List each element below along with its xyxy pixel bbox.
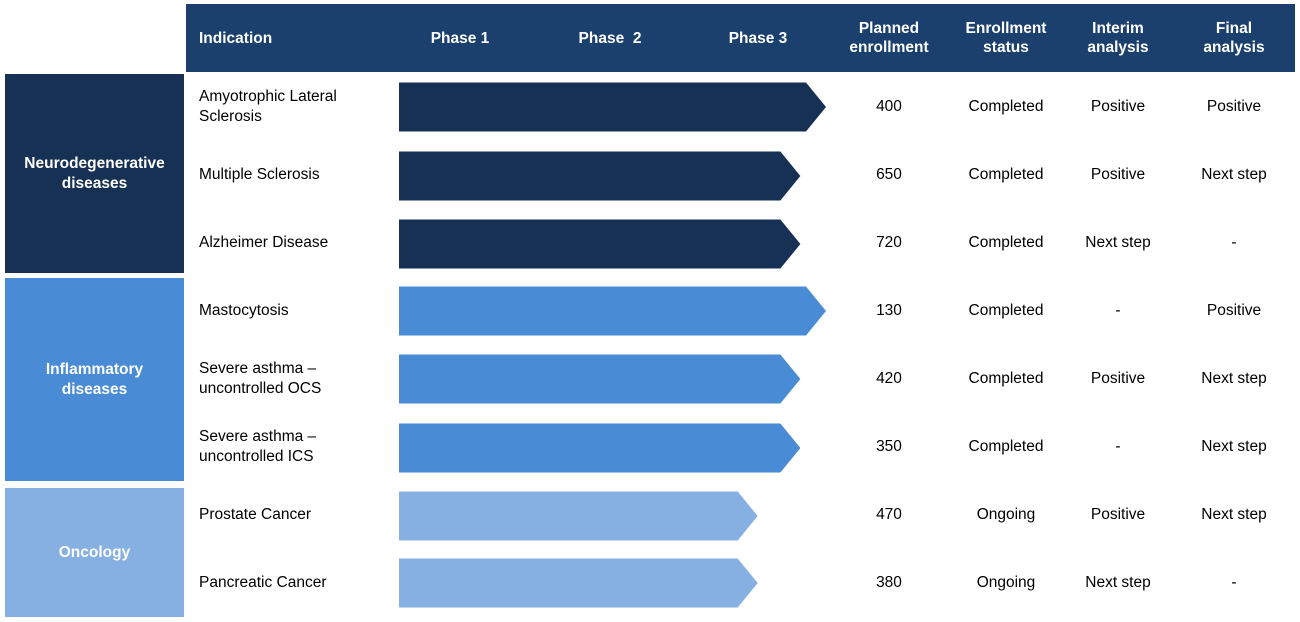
indication-label: Severe asthma – uncontrolled OCS: [199, 360, 322, 397]
interim-analysis-cell: Positive: [1090, 506, 1146, 523]
indication-label: Prostate Cancer: [199, 506, 311, 523]
group-label: Oncology: [58, 543, 131, 561]
header-phase-2: Phase 2: [578, 29, 642, 47]
header-phase-3: Phase 3: [728, 29, 788, 47]
interim-analysis-cell: Positive: [1090, 166, 1146, 183]
final-analysis-cell: Next step: [1201, 166, 1267, 183]
enrollment-status-cell: Completed: [968, 234, 1044, 251]
enrollment-status-cell: Completed: [968, 302, 1044, 319]
header-phase-1: Phase 1: [430, 29, 490, 47]
planned-enrollment-cell: 420: [876, 370, 902, 387]
final-analysis-cell: Positive: [1206, 98, 1262, 115]
final-analysis-cell: Next step: [1201, 506, 1267, 523]
indication-label: Pancreatic Cancer: [199, 574, 327, 591]
phase-progress-arrow: [399, 151, 801, 201]
interim-analysis-cell: Positive: [1090, 98, 1146, 115]
phase-progress-arrow: [399, 219, 801, 269]
planned-enrollment-cell: 470: [876, 506, 902, 523]
final-analysis-cell: Next step: [1201, 438, 1267, 455]
interim-analysis-cell: Next step: [1085, 234, 1151, 251]
phase-progress-arrow: [399, 82, 826, 132]
phase-progress-arrow: [399, 423, 801, 473]
group-neurodegenerative: Neurodegenerative diseases: [5, 74, 184, 273]
header-final-analysis: Final analysis: [1203, 20, 1265, 56]
interim-analysis-cell: -: [1115, 438, 1121, 455]
enrollment-status-cell: Ongoing: [976, 506, 1036, 523]
indication-label: Alzheimer Disease: [199, 234, 329, 251]
planned-enrollment-cell: 400: [876, 98, 902, 115]
phase-progress-arrow: [399, 491, 758, 541]
enrollment-status-cell: Completed: [968, 98, 1044, 115]
group-oncology: Oncology: [5, 488, 184, 617]
enrollment-status-cell: Completed: [968, 166, 1044, 183]
final-analysis-cell: Positive: [1206, 302, 1262, 319]
group-label: Neurodegenerative diseases: [24, 154, 165, 192]
final-analysis-cell: Next step: [1201, 370, 1267, 387]
header-enrollment-status: Enrollment status: [965, 20, 1047, 56]
final-analysis-cell: -: [1231, 234, 1237, 251]
header-indication: Indication: [199, 29, 273, 47]
indication-label: Mastocytosis: [199, 302, 289, 319]
indication-label: Amyotrophic Lateral Sclerosis: [199, 88, 337, 125]
group-label: Inflammatory diseases: [45, 360, 144, 398]
interim-analysis-cell: Next step: [1085, 574, 1151, 591]
planned-enrollment-cell: 380: [876, 574, 902, 591]
indication-label: Multiple Sclerosis: [199, 166, 320, 183]
interim-analysis-cell: -: [1115, 302, 1121, 319]
enrollment-status-cell: Completed: [968, 438, 1044, 455]
planned-enrollment-cell: 350: [876, 438, 902, 455]
enrollment-status-cell: Ongoing: [976, 574, 1036, 591]
header-planned-enrollment: Planned enrollment: [849, 20, 929, 56]
indication-label: Severe asthma – uncontrolled ICS: [199, 428, 317, 465]
interim-analysis-cell: Positive: [1090, 370, 1146, 387]
group-inflammatory: Inflammatory diseases: [5, 278, 184, 481]
phase-progress-arrow: [399, 286, 826, 336]
planned-enrollment-cell: 130: [876, 302, 902, 319]
table-header: Indication Phase 1 Phase 2 Phase 3 Plann…: [186, 4, 1295, 72]
header-interim-analysis: Interim analysis: [1087, 20, 1149, 56]
phase-progress-arrow: [399, 354, 801, 404]
enrollment-status-cell: Completed: [968, 370, 1044, 387]
header-background: [186, 4, 1295, 72]
planned-enrollment-cell: 720: [876, 234, 902, 251]
planned-enrollment-cell: 650: [876, 166, 902, 183]
phase-progress-arrow: [399, 558, 758, 608]
final-analysis-cell: -: [1231, 574, 1237, 591]
